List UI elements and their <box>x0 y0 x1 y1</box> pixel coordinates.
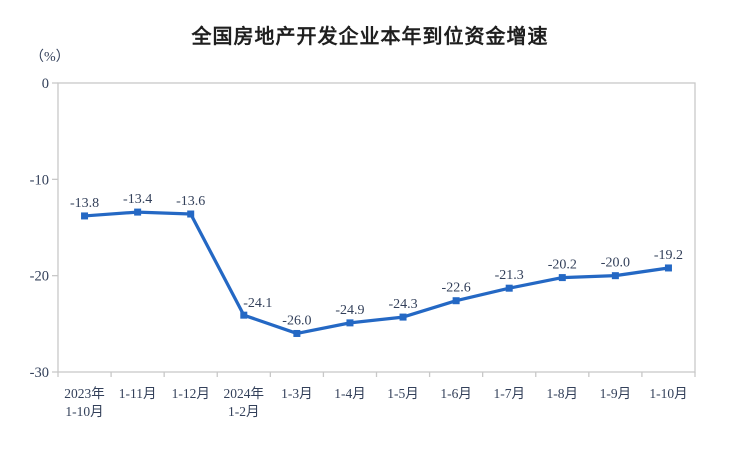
data-label: -22.6 <box>442 281 471 296</box>
x-axis-category-label: 1-12月 <box>172 386 210 401</box>
data-point-marker <box>611 272 619 280</box>
x-axis-category-label: 2024年 <box>224 386 265 401</box>
data-point-marker <box>399 313 407 321</box>
data-point-marker <box>346 319 354 327</box>
data-label: -13.4 <box>123 192 152 207</box>
x-axis-category-label: 1-10月 <box>65 404 103 419</box>
y-axis-tick-label: 0 <box>42 76 49 92</box>
data-point-marker <box>558 274 566 282</box>
data-label: -20.2 <box>548 258 577 273</box>
chart-title: 全国房地产开发企业本年到位资金增速 <box>191 26 549 48</box>
x-axis-category-label: 1-6月 <box>440 386 472 401</box>
data-label: -20.0 <box>601 256 630 271</box>
x-axis-category-label: 1-5月 <box>387 386 419 401</box>
y-axis-tick-label: -10 <box>30 172 49 188</box>
x-axis-category-label: 1-9月 <box>600 386 632 401</box>
y-axis-tick-label: -30 <box>30 365 49 381</box>
data-point-marker <box>452 297 460 305</box>
plot-border <box>57 82 696 373</box>
x-axis-category-label: 1-3月 <box>281 386 313 401</box>
data-point-marker <box>134 208 142 216</box>
data-label: -13.8 <box>70 196 99 211</box>
x-axis-category-label: 1-2月 <box>228 404 260 419</box>
series-line <box>82 210 671 336</box>
x-axis-category-label: 2023年 <box>64 386 105 401</box>
y-axis-tick-label: -20 <box>30 269 49 285</box>
x-axis-category-label: 1-4月 <box>334 386 366 401</box>
data-label: -19.2 <box>654 248 683 263</box>
data-label: -13.6 <box>176 194 205 209</box>
data-label: -24.3 <box>388 297 417 312</box>
data-label: -24.1 <box>243 296 272 311</box>
data-point-marker <box>81 212 89 220</box>
x-axis-category-label: 1-11月 <box>119 386 157 401</box>
data-point-marker <box>505 284 513 292</box>
data-point-marker <box>240 311 248 319</box>
data-label: -24.9 <box>335 303 364 318</box>
data-label: -21.3 <box>495 268 524 283</box>
x-axis-category-label: 1-7月 <box>493 386 525 401</box>
x-axis-category-label: 1-10月 <box>649 386 687 401</box>
data-point-marker <box>664 264 672 272</box>
data-point-marker <box>293 329 301 337</box>
data-point-marker <box>187 210 195 218</box>
data-label: -26.0 <box>282 313 311 328</box>
x-axis-category-label: 1-8月 <box>547 386 579 401</box>
y-axis-unit-label: （%） <box>30 50 70 65</box>
